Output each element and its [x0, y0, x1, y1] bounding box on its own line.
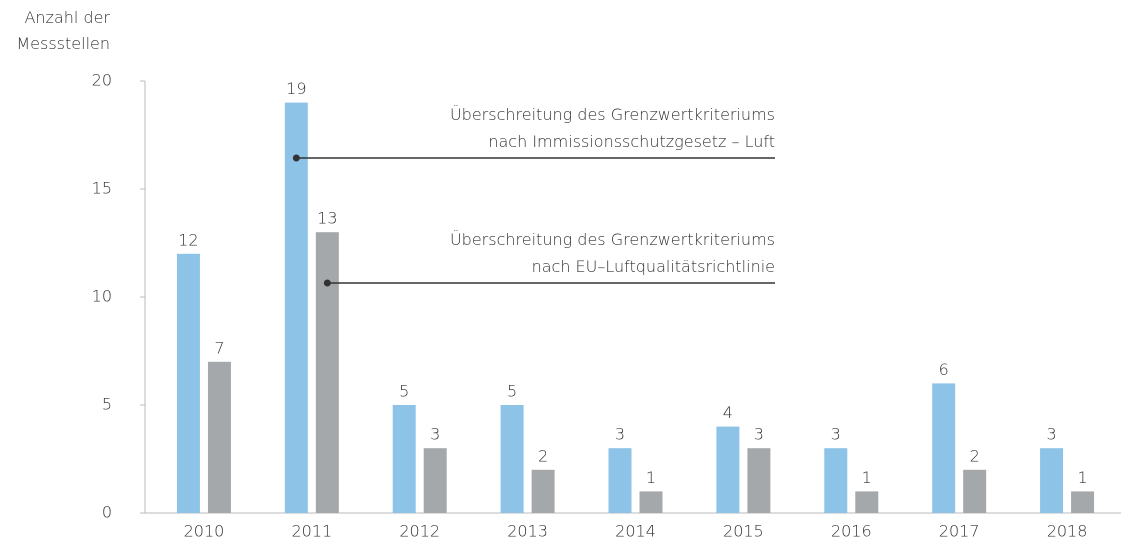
bar [747, 448, 771, 513]
x-tick-label: 2018 [1047, 522, 1088, 541]
value-label: 1 [646, 468, 656, 487]
x-tick-label: 2011 [291, 522, 332, 541]
value-label: 3 [1046, 425, 1056, 444]
value-label: 3 [754, 425, 764, 444]
bar [639, 491, 663, 513]
bar [207, 361, 231, 513]
series-annotation: Überschreitung des Grenzwertkriteriums na… [450, 230, 775, 276]
value-label: 19 [286, 79, 306, 98]
bar [423, 448, 447, 513]
value-label: 12 [178, 230, 198, 249]
bar [284, 102, 308, 513]
value-label: 5 [507, 382, 517, 401]
series-annotation: Überschreitung des Grenzwertkriteriums na… [450, 105, 775, 151]
value-label: 3 [615, 425, 625, 444]
y-tick-label: 15 [92, 179, 112, 198]
x-tick-label: 2014 [615, 522, 656, 541]
bar [531, 469, 555, 513]
x-tick-label: 2016 [831, 522, 872, 541]
y-axis-label: Anzahl der Messstellen [16, 8, 110, 53]
bar [1040, 448, 1064, 513]
y-tick-label: 10 [92, 287, 112, 306]
value-label: 4 [723, 403, 733, 422]
value-label: 2 [538, 446, 548, 465]
value-label: 3 [430, 425, 440, 444]
x-tick-label: 2015 [723, 522, 764, 541]
bar [716, 426, 740, 513]
value-label: 5 [399, 382, 409, 401]
value-label: 6 [939, 360, 949, 379]
bar [824, 448, 848, 513]
bar [500, 405, 524, 513]
bar [392, 405, 416, 513]
y-tick-label: 5 [102, 395, 112, 414]
bar [932, 383, 956, 513]
value-label: 7 [214, 338, 224, 357]
x-tick-label: 2017 [939, 522, 980, 541]
y-tick-label: 20 [92, 71, 112, 90]
value-label: 1 [1077, 468, 1087, 487]
bar [963, 469, 987, 513]
bar [855, 491, 879, 513]
bar [608, 448, 632, 513]
value-label: 2 [970, 446, 980, 465]
leader-dot [323, 279, 331, 287]
x-tick-label: 2010 [184, 522, 225, 541]
x-tick-label: 2012 [399, 522, 440, 541]
value-label: 13 [317, 209, 337, 228]
value-label: 1 [862, 468, 872, 487]
bar [1071, 491, 1095, 513]
leader-dot [292, 154, 300, 162]
value-label: 3 [831, 425, 841, 444]
bar [176, 253, 200, 514]
y-tick-label: 0 [102, 503, 112, 522]
bar [315, 232, 339, 513]
x-tick-label: 2013 [507, 522, 548, 541]
